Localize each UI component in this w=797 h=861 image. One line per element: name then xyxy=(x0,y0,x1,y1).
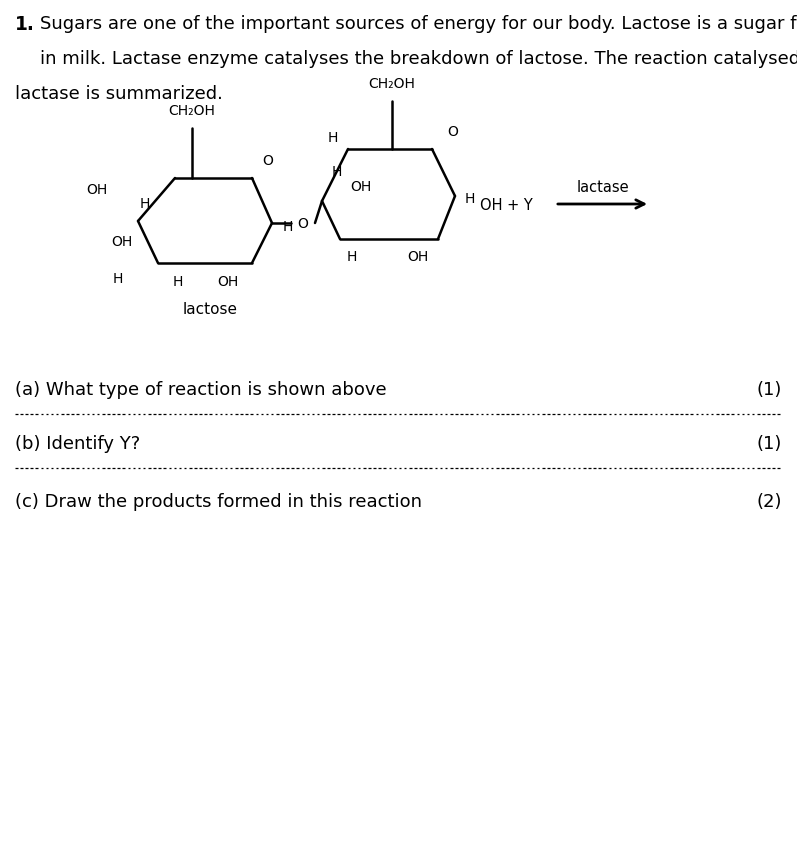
Text: OH: OH xyxy=(87,183,108,197)
Text: lactose: lactose xyxy=(183,301,238,316)
Text: H: H xyxy=(332,164,342,179)
Text: H: H xyxy=(465,192,475,206)
Text: O: O xyxy=(448,125,458,139)
Text: Sugars are one of the important sources of energy for our body. Lactose is a sug: Sugars are one of the important sources … xyxy=(40,15,797,33)
Text: H: H xyxy=(283,220,293,233)
Text: in milk. Lactase enzyme catalyses the breakdown of lactose. The reaction catalys: in milk. Lactase enzyme catalyses the br… xyxy=(40,50,797,68)
Text: H: H xyxy=(113,272,124,286)
Text: (2): (2) xyxy=(756,492,782,511)
Text: lactase: lactase xyxy=(576,179,629,195)
Text: (1): (1) xyxy=(756,381,782,399)
Text: CH₂OH: CH₂OH xyxy=(168,104,215,118)
Text: (a) What type of reaction is shown above: (a) What type of reaction is shown above xyxy=(15,381,387,399)
Text: (c) Draw the products formed in this reaction: (c) Draw the products formed in this rea… xyxy=(15,492,422,511)
Text: 1.: 1. xyxy=(15,15,35,34)
Text: H: H xyxy=(139,197,150,211)
Text: lactase is summarized.: lactase is summarized. xyxy=(15,85,223,102)
Text: OH + Y: OH + Y xyxy=(480,197,532,213)
Text: OH: OH xyxy=(350,180,371,194)
Text: O: O xyxy=(262,154,273,168)
Text: H: H xyxy=(347,250,357,263)
Text: H: H xyxy=(173,275,183,288)
Text: CH₂OH: CH₂OH xyxy=(368,77,415,91)
Text: OH: OH xyxy=(112,235,132,249)
Text: H: H xyxy=(328,131,338,145)
Text: O: O xyxy=(297,217,308,231)
Text: (1): (1) xyxy=(756,435,782,453)
Text: OH: OH xyxy=(407,250,429,263)
Text: OH: OH xyxy=(218,275,238,288)
Text: (b) Identify Y?: (b) Identify Y? xyxy=(15,435,140,453)
